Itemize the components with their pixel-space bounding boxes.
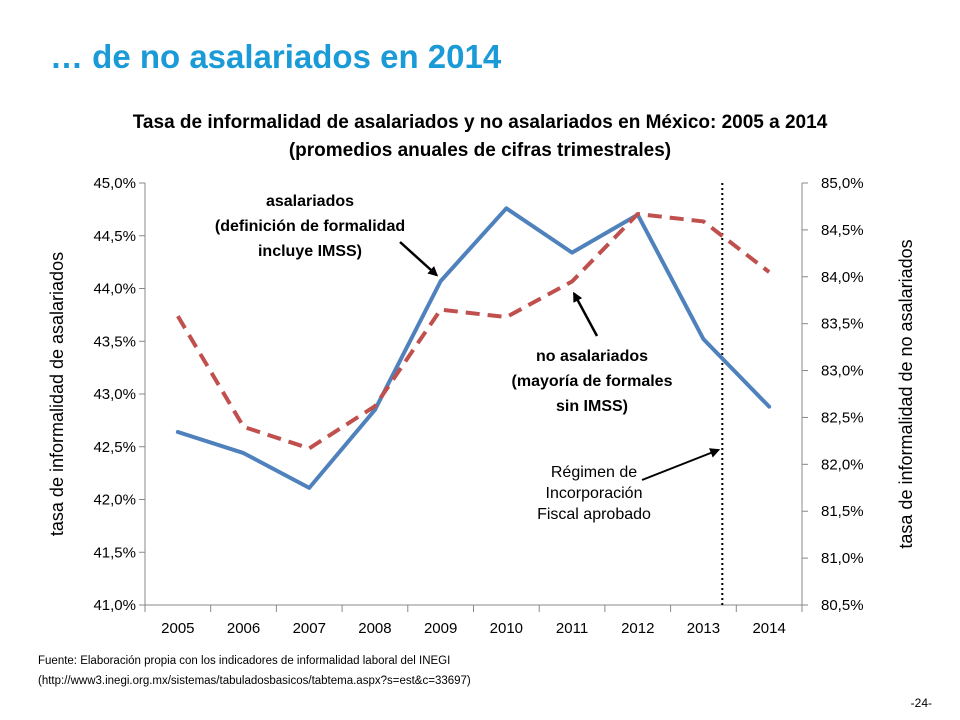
x-tick-label: 2012 [621,620,654,637]
x-tick-label: 2014 [752,620,785,637]
right-tick-label: 84,0% [821,269,864,286]
x-tick-label: 2005 [161,620,194,637]
source-note: Fuente: Elaboración propia con los indic… [38,651,471,691]
chart-title-line-2: (promedios anuales de cifras trimestrale… [289,140,671,161]
right-tick-label: 81,5% [821,503,864,520]
x-tick-label: 2010 [490,620,523,637]
source-line-2: (http://www3.inegi.org.mx/sistemas/tabul… [38,675,471,687]
x-tick-label: 2009 [424,620,457,637]
annotation-asalariados-line: (definición de formalidad [215,218,405,235]
right-tick-label: 85,0% [821,175,864,192]
chart-title-line-1: Tasa de informalidad de asalariados y no… [133,112,828,133]
right-tick-label: 80,5% [821,597,864,614]
right-axis-title: tasa de informalidad de no asalariados [896,239,916,548]
annotation-no-asalariados-arrow [572,291,599,337]
annotation-rif-line: Incorporación [546,485,643,502]
source-line-1: Fuente: Elaboración propia con los indic… [38,655,451,667]
right-tick-label: 83,0% [821,363,864,380]
left-tick-label: 42,0% [93,492,136,509]
annotation-rif-line: Fiscal aprobado [537,506,651,523]
left-axis-title: tasa de informalidad de asalariados [47,252,67,536]
left-tick-label: 44,5% [93,228,136,245]
series-line-no-asalariados [176,211,771,451]
annotation-no-asalariados-line: sin IMSS) [556,398,628,415]
annotation-rif-arrow [641,448,721,481]
x-tick-label: 2006 [227,620,260,637]
left-tick-label: 43,0% [93,386,136,403]
annotation-no-asalariados-line: (mayoría de formales [512,373,673,390]
x-tick-label: 2011 [556,620,588,637]
left-tick-label: 45,0% [93,175,136,192]
right-tick-label: 83,5% [821,316,864,333]
annotation-rif-line: Régimen de [551,464,637,481]
right-tick-label: 81,0% [821,550,864,567]
left-tick-label: 44,0% [93,281,136,298]
annotation-asalariados-line: asalariados [266,193,354,210]
right-tick-label: 82,0% [821,456,864,473]
page-number: -24- [910,696,932,710]
left-tick-label: 42,5% [93,439,136,456]
x-tick-label: 2007 [293,620,326,637]
annotation-asalariados-arrow [399,241,439,277]
series-line-asalariados [175,206,772,490]
annotation-no-asalariados-line: no asalariados [536,348,648,365]
x-tick-label: 2008 [358,620,391,637]
x-tick-label: 2013 [687,620,720,637]
right-tick-label: 84,5% [821,222,864,239]
left-tick-label: 43,5% [93,333,136,350]
right-tick-label: 82,5% [821,409,864,426]
left-tick-label: 41,5% [93,544,136,561]
annotation-asalariados-line: incluye IMSS) [258,243,362,260]
left-tick-label: 41,0% [93,597,136,614]
slide-title: … de no asalariados en 2014 [50,38,502,75]
